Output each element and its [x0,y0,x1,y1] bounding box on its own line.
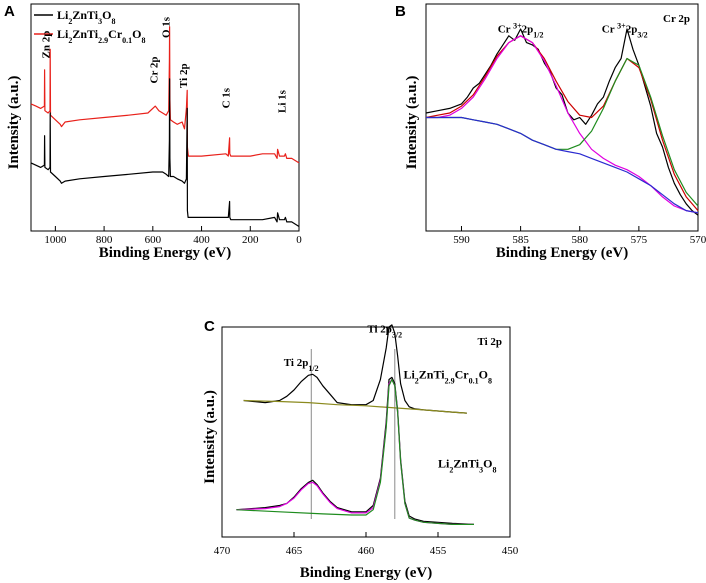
panel-b-series-line [426,57,699,207]
panel-c-series-line [236,378,474,526]
panel-a-plot-frame [30,3,300,232]
panel-b-x-tick-label: 570 [690,234,706,246]
panel-a-x-tick-label: 400 [193,234,210,246]
panel-c-sample-label: Li2ZnTi3O8 [438,457,497,475]
panel-b-series-line [426,35,699,214]
panel-a-x-tick-label: 600 [145,234,162,246]
panel-c-series-line [236,376,475,525]
panel-c-x-tick-label: 455 [430,545,447,557]
panel-a-peak-annotation: Li 1s [276,89,288,113]
panel-c-peak-annotation: Ti 2p3/2 [367,323,402,339]
panel-b-x-tick-label: 585 [512,234,529,246]
panel-c-x-tick-label: 470 [214,545,231,557]
panel-c-x-tick-label: 465 [286,545,303,557]
panel-b-letter: B [395,3,406,20]
panel-a-series-line [30,26,300,164]
panel-b-y-axis-title: Intensity (a.u.) [404,76,420,170]
panel-a-x-tick-label: 1000 [44,234,67,246]
panel-c-series-line [243,324,467,414]
panel-b-series-line [426,116,699,214]
panel-b-x-tick-label: 590 [453,234,470,246]
panel-b-x-tick-label: 580 [571,234,588,246]
panel-c-peak-annotation: Ti 2p1/2 [284,357,319,373]
panel-c-y-axis-title: Intensity (a.u.) [202,390,218,484]
panel-c-x-tick-label: 460 [358,545,375,557]
panel-b-corner-label: Cr 2p [663,13,690,25]
panel-b-peak-annotation: Cr 3+2p3/2 [602,21,648,39]
panel-c-corner-label: Ti 2p [477,336,502,348]
panel-a-legend-label: Li2ZnTi2.9Cr0.1O8 [57,27,146,45]
panel-c-x-axis-title: Binding Energy (eV) [300,565,433,581]
panel-b-x-axis-title: Binding Energy (eV) [496,245,629,261]
panel-a-x-tick-label: 0 [296,234,302,246]
panel-c-plot-frame [221,326,511,538]
panel-a-peak-annotation: Cr 2p [149,56,161,83]
panel-b-series-line [425,28,699,216]
panel-a-letter: A [4,3,15,20]
panel-a-peak-annotation: Ti 2p [178,63,190,88]
panel-b-series-line [425,35,699,211]
panel-b-peak-annotation: Cr 3+2p1/2 [498,21,544,39]
panel-c-series-line [243,399,467,414]
panel-a-x-tick-label: 200 [242,234,259,246]
panel-a-x-tick-label: 800 [96,234,113,246]
panel-a-y-axis-title: Intensity (a.u.) [6,76,22,170]
panel-c-letter: C [204,318,215,335]
panel-c-x-tick-label: 450 [502,545,519,557]
panel-c-sample-label: Li2ZnTi2.9Cr0.1O8 [403,367,492,385]
panel-a-peak-annotation: Zn 2p [40,31,52,59]
panel-a-x-axis-title: Binding Energy (eV) [99,245,232,261]
panel-a-peak-annotation: C 1s [221,87,233,108]
panel-b-x-tick-label: 575 [631,234,648,246]
panel-a-series-line [30,78,300,228]
panel-a-peak-annotation: O 1s [161,16,173,38]
panel-a-legend-label: Li2ZnTi3O8 [57,8,116,26]
